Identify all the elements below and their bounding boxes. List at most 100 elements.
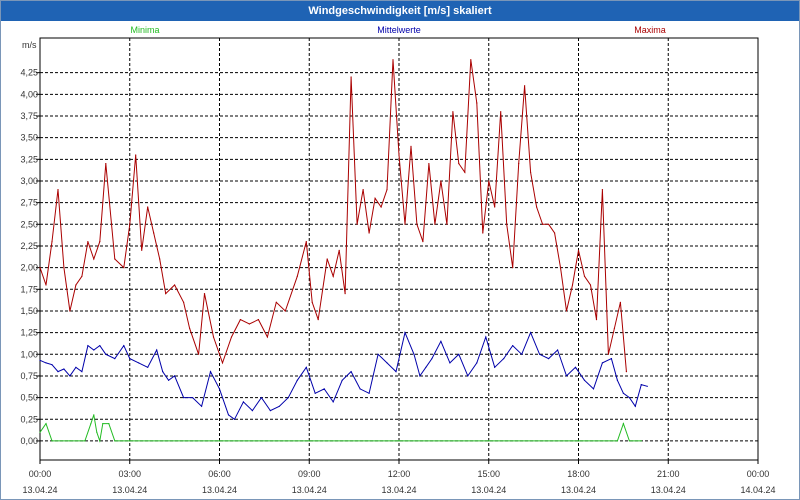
y-tick-label: 4,25 bbox=[20, 68, 38, 78]
data-point bbox=[201, 405, 203, 407]
data-point bbox=[485, 336, 487, 338]
data-point bbox=[548, 358, 550, 360]
y-tick-label: 2,25 bbox=[20, 241, 38, 251]
data-point bbox=[99, 241, 101, 243]
y-tick-label: 0,25 bbox=[20, 414, 38, 424]
data-point bbox=[565, 310, 568, 312]
data-point bbox=[75, 284, 77, 286]
data-point bbox=[311, 301, 313, 303]
data-point bbox=[634, 405, 636, 407]
data-point bbox=[464, 171, 466, 173]
data-point bbox=[506, 223, 508, 225]
data-point bbox=[368, 392, 370, 394]
data-point bbox=[557, 349, 559, 351]
data-point bbox=[153, 232, 155, 234]
data-point bbox=[230, 336, 233, 338]
data-point bbox=[616, 379, 619, 381]
data-point bbox=[45, 284, 47, 286]
data-point bbox=[431, 358, 433, 360]
x-tick-time-label: 21:00 bbox=[657, 469, 680, 479]
legend-maxima: Maxima bbox=[634, 25, 666, 35]
data-point bbox=[45, 423, 47, 425]
data-point bbox=[135, 154, 137, 156]
data-point bbox=[93, 349, 95, 351]
data-point bbox=[574, 366, 577, 368]
data-point bbox=[413, 353, 415, 355]
data-point bbox=[503, 358, 505, 360]
data-point bbox=[129, 440, 131, 442]
data-point bbox=[494, 206, 496, 208]
data-point bbox=[380, 206, 382, 208]
data-point bbox=[565, 375, 568, 377]
y-tick-label: 3,50 bbox=[20, 133, 38, 143]
data-point bbox=[521, 353, 523, 355]
data-point bbox=[589, 284, 592, 286]
data-point bbox=[482, 232, 484, 234]
data-point bbox=[198, 353, 200, 355]
data-point bbox=[440, 340, 442, 342]
y-tick-label: 4,00 bbox=[20, 89, 38, 99]
data-point bbox=[428, 163, 430, 165]
data-point bbox=[607, 353, 610, 355]
data-point bbox=[269, 410, 271, 412]
chart-title: Windgeschwindigkeit [m/s] skaliert bbox=[1, 1, 799, 21]
data-point bbox=[500, 111, 502, 113]
x-tick-date-label: 13.04.24 bbox=[112, 485, 147, 495]
data-point bbox=[356, 223, 358, 225]
data-point bbox=[494, 366, 496, 368]
data-point bbox=[233, 418, 236, 420]
data-point bbox=[410, 145, 412, 147]
x-tick-time-label: 12:00 bbox=[388, 469, 411, 479]
data-point bbox=[81, 371, 83, 373]
data-point bbox=[619, 301, 622, 303]
data-point bbox=[577, 440, 580, 442]
data-point bbox=[344, 293, 346, 295]
x-tick-date-label: 13.04.24 bbox=[292, 485, 327, 495]
data-point bbox=[386, 362, 388, 364]
y-tick-label: 1,00 bbox=[20, 349, 38, 359]
y-tick-label: 2,75 bbox=[20, 198, 38, 208]
data-point bbox=[377, 353, 379, 355]
data-point bbox=[392, 59, 394, 61]
data-point bbox=[129, 223, 131, 225]
data-point bbox=[548, 223, 550, 225]
data-point bbox=[114, 440, 116, 442]
series-line-maxima bbox=[39, 59, 627, 372]
data-point bbox=[138, 362, 140, 364]
data-point bbox=[524, 85, 526, 87]
data-point bbox=[260, 397, 262, 399]
x-tick-time-label: 00:00 bbox=[29, 469, 52, 479]
data-point bbox=[57, 371, 59, 373]
data-point bbox=[248, 323, 250, 325]
data-point bbox=[257, 319, 259, 321]
y-tick-label: 1,50 bbox=[20, 306, 38, 316]
data-point bbox=[467, 375, 469, 377]
data-point bbox=[458, 353, 460, 355]
data-point bbox=[622, 392, 625, 394]
data-point bbox=[422, 241, 424, 243]
data-point bbox=[183, 397, 185, 399]
data-point bbox=[123, 345, 125, 347]
data-point bbox=[613, 327, 616, 329]
data-point bbox=[87, 345, 89, 347]
data-point bbox=[284, 310, 286, 312]
data-point bbox=[147, 206, 149, 208]
data-point bbox=[323, 388, 325, 390]
data-point bbox=[212, 336, 215, 338]
data-point bbox=[296, 379, 298, 381]
data-point bbox=[69, 375, 71, 377]
data-point bbox=[105, 163, 107, 165]
data-point bbox=[105, 353, 107, 355]
y-tick-label: 0,00 bbox=[20, 436, 38, 446]
x-tick-time-label: 06:00 bbox=[208, 469, 231, 479]
data-point bbox=[174, 284, 176, 286]
data-point bbox=[189, 327, 191, 329]
y-tick-label: 3,00 bbox=[20, 176, 38, 186]
data-point bbox=[419, 375, 421, 377]
data-point bbox=[425, 366, 427, 368]
x-tick-time-label: 00:00 bbox=[747, 469, 770, 479]
data-point bbox=[640, 440, 642, 442]
y-tick-label: 2,50 bbox=[20, 219, 38, 229]
x-tick-date-label: 13.04.24 bbox=[471, 485, 506, 495]
